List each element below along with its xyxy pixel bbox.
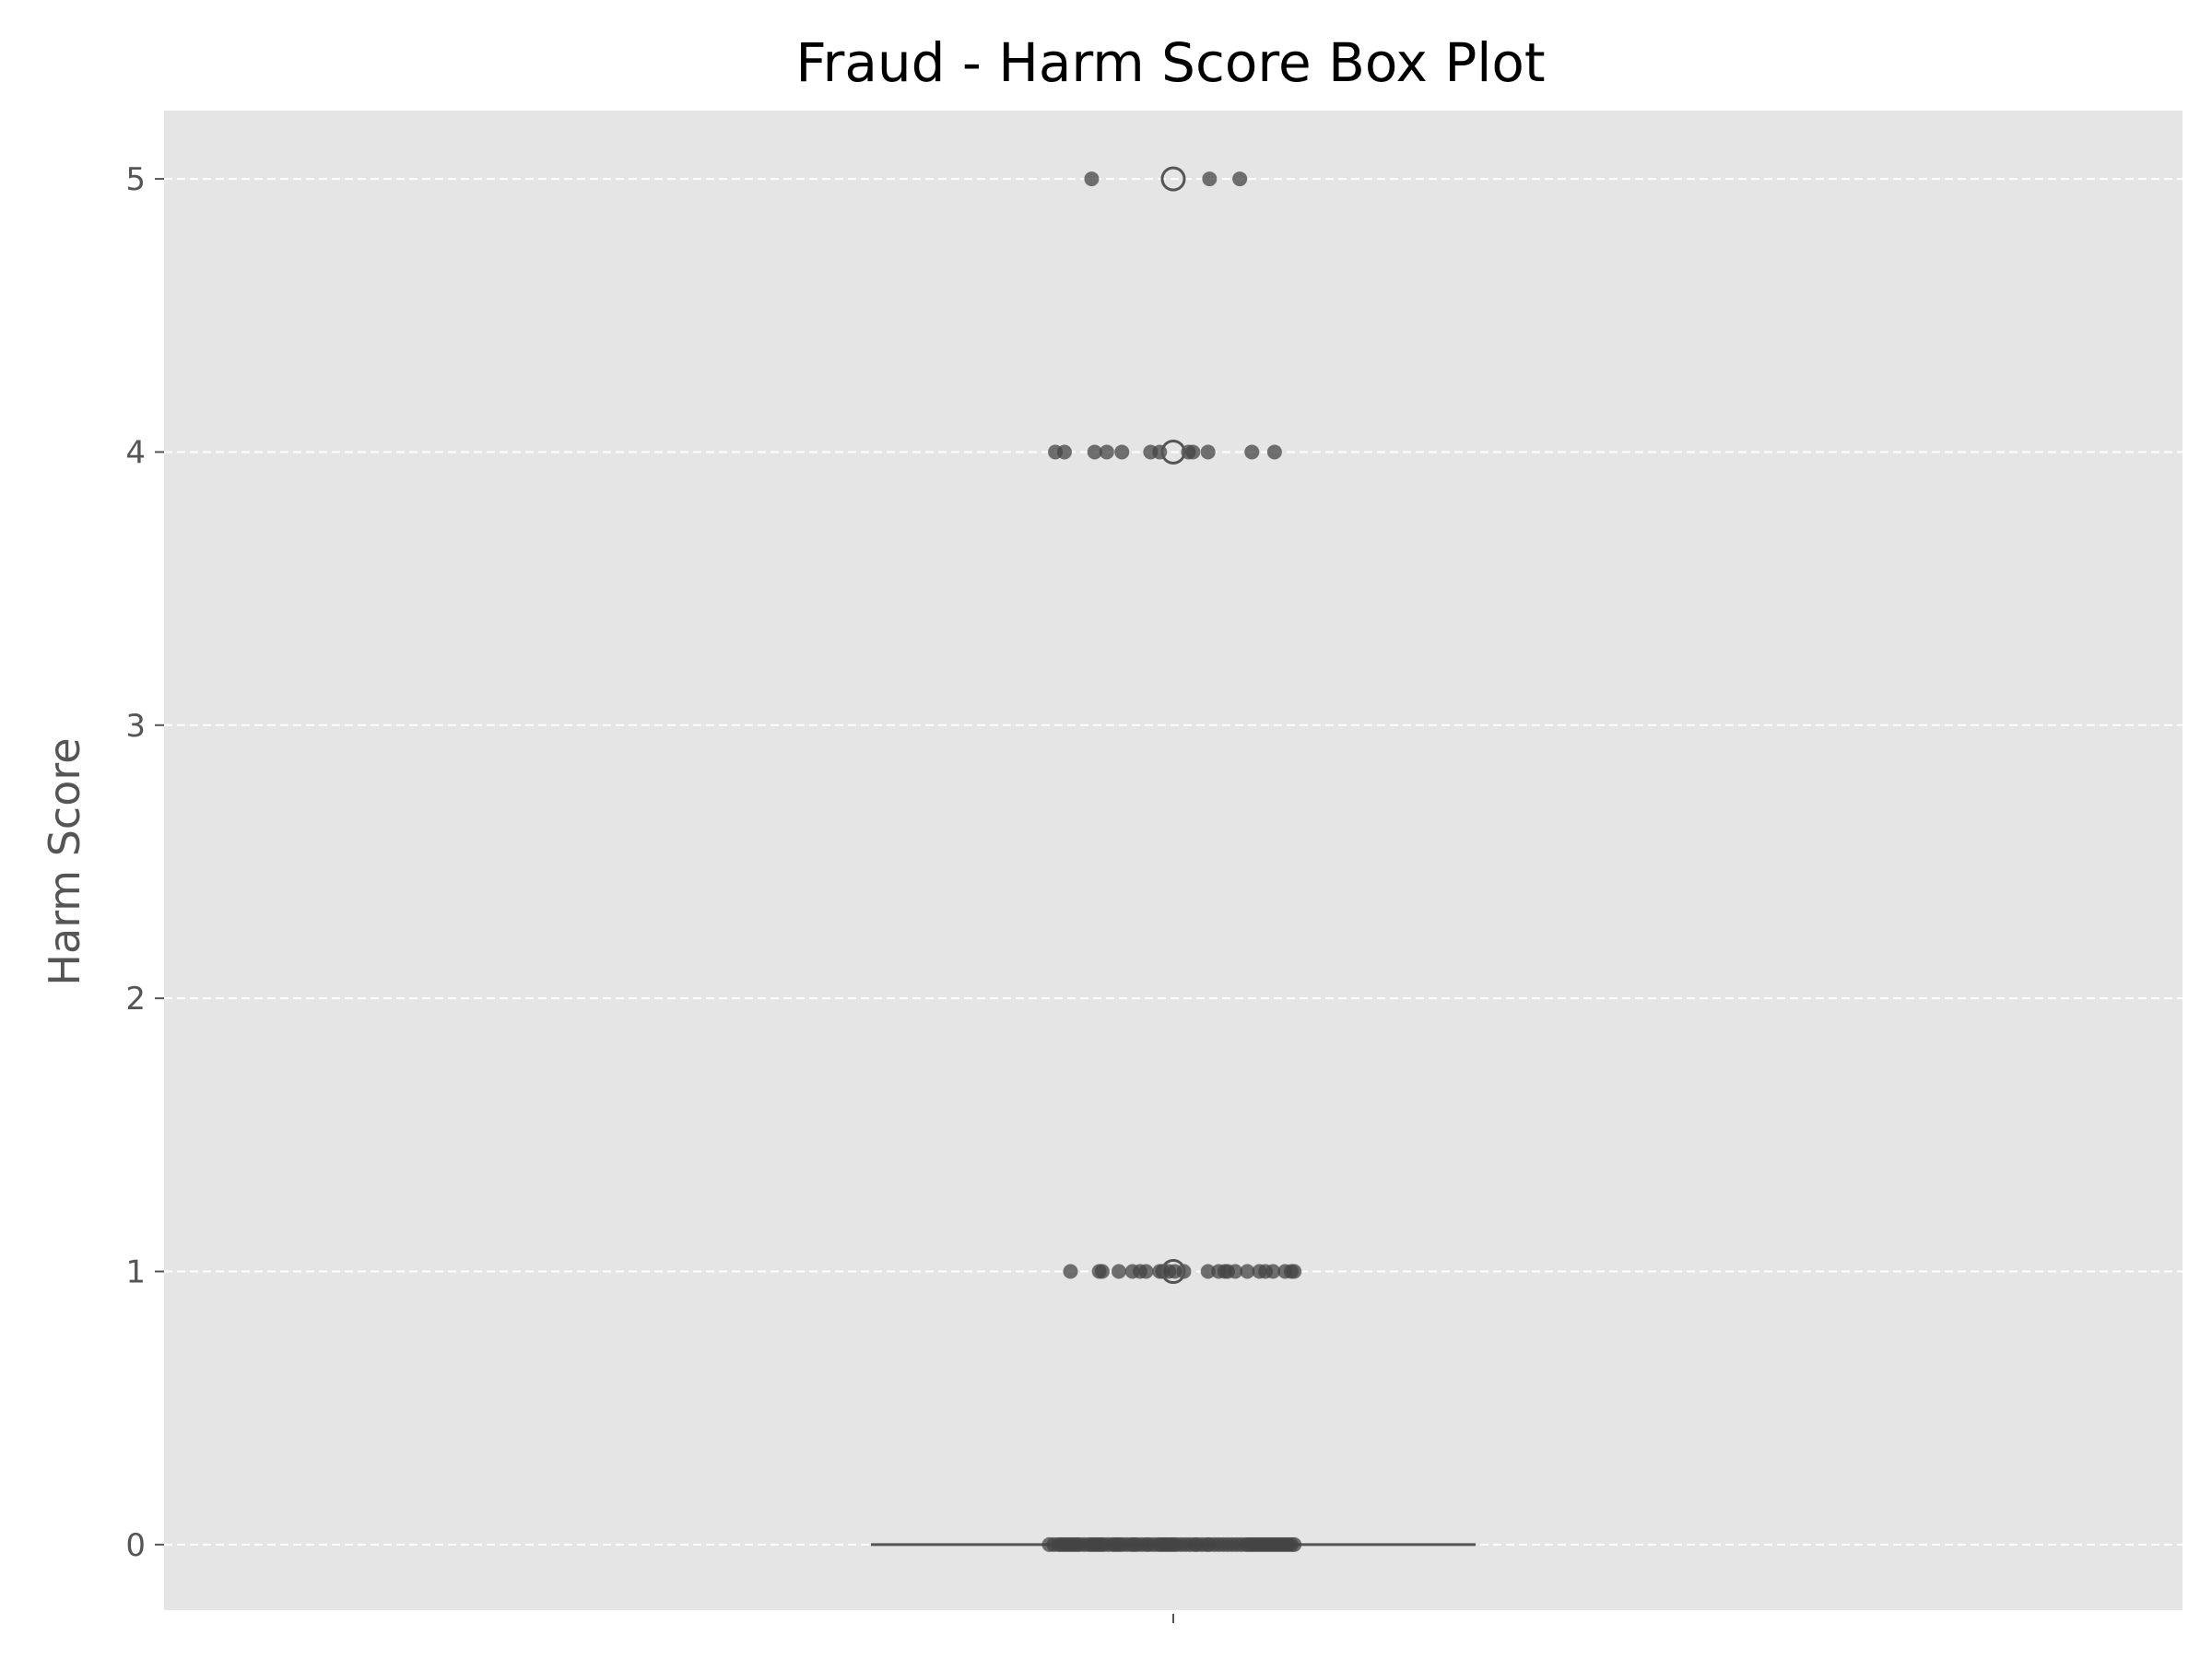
data-point	[1084, 171, 1100, 187]
outlier-marker	[1160, 439, 1186, 465]
y-tick-label: 3	[125, 708, 146, 745]
data-point	[1063, 1264, 1078, 1279]
y-tick-label: 0	[125, 1527, 146, 1564]
data-point	[1094, 1264, 1110, 1279]
data-point	[1111, 1264, 1126, 1279]
grid-lines	[164, 178, 2183, 1546]
data-point	[1185, 444, 1201, 460]
y-tick-label: 5	[125, 161, 146, 198]
data-point	[1202, 171, 1218, 187]
data-point	[1087, 444, 1102, 460]
outlier-marker	[1160, 166, 1186, 192]
data-point	[1056, 444, 1072, 460]
data-point	[1200, 1264, 1216, 1279]
data-point	[1138, 1264, 1154, 1279]
y-axis-label: Harm Score	[40, 737, 89, 985]
data-point	[1244, 444, 1260, 460]
data-point	[1200, 444, 1216, 460]
data-point	[1228, 1264, 1243, 1279]
data-point	[1265, 1264, 1281, 1279]
data-point	[1287, 1536, 1302, 1552]
y-tick-label: 4	[125, 434, 146, 471]
data-point	[1287, 1264, 1302, 1279]
plot-area	[164, 111, 2183, 1610]
y-tick-label: 2	[125, 981, 146, 1018]
outlier-marker	[1160, 1259, 1186, 1285]
data-point	[1240, 1264, 1255, 1279]
outlier-markers	[1160, 166, 1186, 1285]
data-point	[1232, 171, 1248, 187]
y-tick-label: 1	[125, 1254, 146, 1291]
data-point	[1114, 444, 1130, 460]
y-axis-ticks: 0 1 2 3 4 5	[125, 161, 164, 1564]
chart-title: Fraud - Harm Score Box Plot	[795, 31, 1545, 94]
data-point	[1266, 444, 1282, 460]
data-point	[1099, 444, 1114, 460]
